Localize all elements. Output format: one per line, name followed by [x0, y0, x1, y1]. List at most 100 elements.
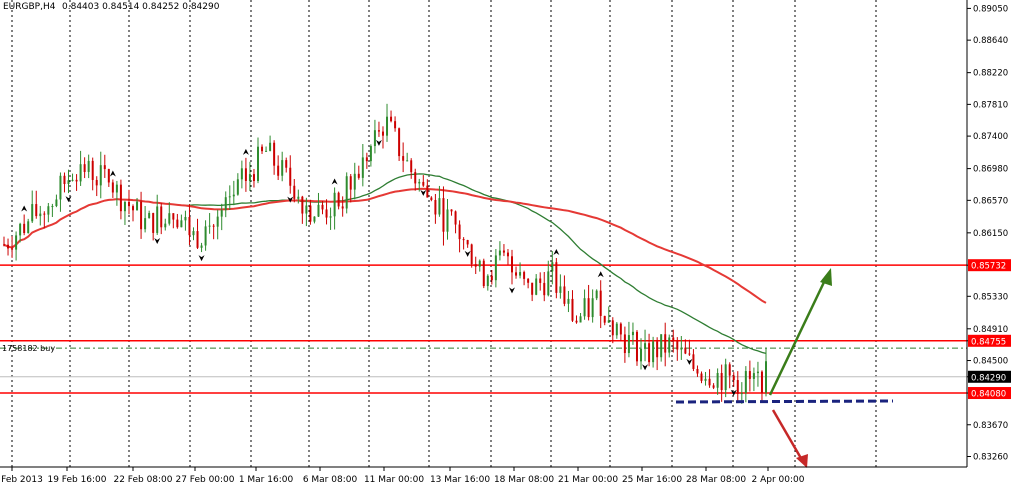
candle-body: [273, 142, 276, 166]
time-axis-label: 27 Feb 00:00: [175, 475, 234, 485]
candle-body: [551, 262, 554, 272]
candle-body: [474, 264, 477, 267]
time-axis-label: 22 Feb 08:00: [113, 475, 172, 485]
price-level-badge: [968, 334, 1011, 347]
time-axis-label: 2 Apr 00:00: [752, 475, 805, 485]
fractal-down-marker: [509, 287, 515, 294]
fractal-down-marker: [287, 196, 294, 203]
candle-body: [515, 272, 518, 276]
candle-body: [648, 343, 651, 363]
candle-body: [160, 206, 163, 228]
candle-body: [494, 255, 497, 281]
candle-body: [736, 380, 739, 394]
candle-body: [95, 179, 98, 186]
candle-body: [422, 181, 425, 186]
candle-body: [152, 213, 155, 233]
bearish-arrow-head: [796, 454, 808, 468]
time-axis-label: 6 Mar 08:00: [303, 475, 358, 485]
candle-body: [571, 298, 574, 321]
candle-body: [15, 235, 18, 250]
candle-body: [71, 179, 74, 181]
candle-body: [337, 192, 340, 207]
candle-body: [454, 211, 457, 225]
price-level-badge-label: 0.84755: [971, 337, 1006, 347]
price-axis-label: 0.89050: [973, 4, 1008, 14]
candle-body: [688, 353, 691, 355]
chart-ohlc-values: 0.84403 0.84514 0.84252 0.84290: [62, 2, 220, 12]
candle-body: [627, 335, 630, 354]
candle-body: [83, 164, 86, 172]
candle-body: [692, 354, 695, 369]
candle-body: [603, 315, 606, 323]
fractal-down-marker: [154, 237, 161, 244]
price-axis-label: 0.87400: [973, 132, 1008, 142]
fractal-up-marker: [109, 170, 116, 177]
candle-body: [224, 197, 227, 211]
candle-body: [373, 130, 376, 147]
candle-body: [712, 385, 715, 388]
candle-body: [381, 131, 384, 136]
candle-body: [406, 160, 409, 162]
candle-body: [357, 173, 360, 178]
candle-body: [446, 209, 449, 232]
candle-body: [611, 320, 614, 336]
candle-body: [87, 160, 90, 172]
candle-body: [7, 244, 10, 249]
candle-body: [365, 157, 368, 162]
fractal-up-marker: [331, 178, 338, 185]
candle-body: [644, 343, 647, 349]
candle-body: [482, 260, 485, 287]
candle-body: [478, 260, 481, 267]
axes: Feb 2013 19 Feb 16:00 22 Feb 08:00 27 Feb 0…: [0, 0, 1011, 485]
candle-body: [136, 201, 139, 211]
candle-body: [265, 150, 268, 152]
fractal-up-marker: [597, 271, 604, 278]
candle-body: [59, 175, 62, 200]
candle-body: [341, 206, 344, 209]
candle-body: [498, 250, 501, 256]
current-price-badge: [968, 370, 1011, 383]
candle-body: [361, 157, 364, 178]
candle-body: [438, 198, 441, 215]
candle-body: [640, 348, 643, 362]
candle-body: [63, 175, 66, 184]
fractal-up-marker: [21, 205, 28, 212]
candle-body: [297, 196, 300, 199]
candle-body: [3, 244, 5, 246]
candle-body: [607, 320, 610, 323]
candle-body: [502, 250, 505, 253]
candle-body: [527, 278, 530, 283]
candle-body: [720, 372, 723, 391]
candles: [3, 103, 767, 404]
candle-body: [51, 206, 54, 208]
candle-body: [99, 165, 102, 186]
candle-body: [543, 282, 546, 296]
candle-body: [240, 168, 243, 180]
order-label: 1758182 buy: [2, 344, 55, 353]
candle-body: [676, 341, 679, 350]
candle-body: [635, 331, 638, 362]
candle-body: [684, 347, 687, 354]
candle-body: [539, 278, 542, 283]
candle-body: [216, 216, 219, 227]
candle-body: [579, 316, 582, 323]
candle-body: [660, 334, 663, 358]
price-axis-label: 0.88220: [973, 69, 1008, 79]
candle-body: [559, 286, 562, 293]
candle-body: [244, 168, 247, 181]
time-axis-label: 19 Feb 16:00: [47, 475, 106, 485]
price-axis-label: 0.84910: [973, 325, 1008, 335]
candle-body: [321, 204, 324, 210]
candle-body: [547, 271, 550, 296]
candle-body: [716, 372, 719, 388]
candle-body: [386, 116, 389, 136]
candle-body: [164, 223, 167, 228]
candle-body: [394, 121, 397, 129]
moving-average-slow: [3, 187, 767, 304]
candle-body: [418, 181, 421, 184]
candle-body: [450, 209, 453, 212]
candle-body: [442, 198, 445, 232]
candle-body: [728, 364, 731, 376]
candle-body: [123, 201, 126, 212]
